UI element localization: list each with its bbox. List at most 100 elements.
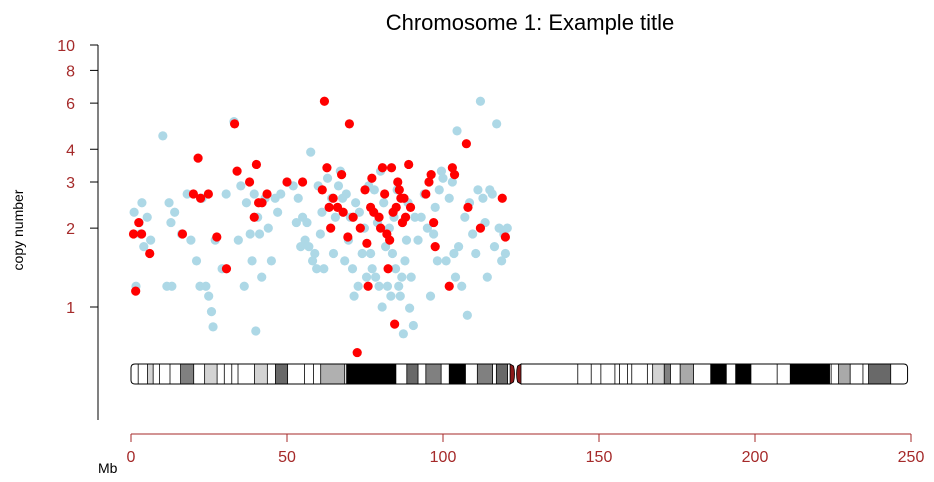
chromosome-band: [735, 364, 751, 384]
point-red: [322, 163, 332, 173]
point-light-blue: [330, 212, 340, 222]
chromosome-band: [496, 364, 508, 384]
point-light-blue: [369, 185, 379, 195]
point-light-blue: [377, 302, 387, 312]
point-red: [282, 177, 292, 187]
x-tick-label: 250: [898, 449, 925, 466]
point-light-blue: [137, 198, 147, 208]
point-light-blue: [367, 264, 377, 274]
point-red: [355, 223, 365, 233]
point-red: [229, 119, 240, 129]
point-red: [193, 153, 203, 163]
point-light-blue: [340, 256, 350, 266]
point-red: [386, 163, 397, 173]
point-red: [131, 286, 141, 296]
data-points: [128, 96, 512, 358]
point-red: [360, 185, 370, 195]
point-red: [430, 242, 440, 252]
point-light-blue: [129, 207, 139, 217]
point-light-blue: [400, 256, 410, 266]
point-light-blue: [371, 272, 381, 282]
point-red: [298, 177, 308, 187]
point-red: [377, 163, 388, 173]
point-light-blue: [306, 147, 316, 157]
point-red: [391, 202, 401, 212]
point-light-blue: [473, 185, 483, 195]
point-red: [145, 248, 155, 259]
point-light-blue: [204, 291, 214, 301]
point-light-blue: [387, 248, 398, 259]
point-red: [463, 202, 473, 212]
point-light-blue: [379, 198, 389, 208]
centromere-left: [509, 363, 515, 385]
point-light-blue: [170, 207, 180, 217]
y-tick-label: 10: [57, 38, 75, 55]
point-light-blue: [390, 264, 401, 274]
point-red: [188, 189, 198, 199]
point-red: [399, 193, 409, 203]
point-red: [195, 193, 206, 203]
point-light-blue: [317, 207, 327, 217]
point-red: [232, 166, 242, 176]
chromosome-p-arm-outline: [130, 363, 511, 385]
y-tick-label: 8: [66, 63, 75, 80]
chromosome-band: [346, 364, 396, 384]
point-light-blue: [434, 185, 444, 195]
point-red: [251, 159, 262, 170]
centromere-right: [516, 363, 522, 385]
point-light-blue: [416, 212, 426, 222]
point-red: [461, 139, 471, 149]
point-light-blue: [236, 181, 246, 191]
chromosome-band: [710, 364, 727, 384]
point-light-blue: [386, 291, 396, 301]
point-red: [376, 223, 386, 233]
point-light-blue: [310, 248, 320, 259]
point-light-blue: [405, 303, 415, 313]
point-red: [326, 223, 336, 233]
point-red: [363, 281, 373, 291]
point-red: [221, 264, 232, 274]
point-light-blue: [422, 223, 432, 233]
point-light-blue: [351, 198, 361, 208]
point-red: [328, 193, 338, 203]
y-tick-label: 4: [66, 142, 75, 159]
chromosome-band: [275, 364, 288, 384]
point-red: [497, 193, 507, 203]
point-light-blue: [441, 256, 451, 266]
point-light-blue: [432, 256, 442, 266]
point-red: [500, 232, 510, 242]
point-light-blue: [497, 256, 507, 266]
chromosome-band: [406, 364, 419, 384]
point-light-blue: [374, 281, 384, 291]
point-light-blue: [186, 235, 196, 245]
point-light-blue: [450, 272, 461, 282]
point-light-blue: [191, 256, 202, 266]
point-light-blue: [328, 248, 339, 259]
point-light-blue: [413, 235, 423, 245]
point-light-blue: [408, 320, 418, 331]
point-red: [404, 159, 414, 170]
point-light-blue: [447, 177, 457, 187]
y-tick-label: 1: [66, 300, 75, 317]
point-light-blue: [394, 281, 404, 291]
point-light-blue: [361, 272, 372, 282]
point-red: [421, 189, 431, 199]
point-light-blue: [341, 189, 351, 199]
point-light-blue: [489, 242, 500, 252]
point-light-blue: [302, 217, 312, 228]
point-light-blue: [462, 310, 472, 320]
point-red: [337, 170, 347, 180]
chromosome-band: [320, 364, 345, 384]
point-light-blue: [436, 166, 447, 176]
point-light-blue: [406, 272, 416, 282]
point-red: [338, 207, 348, 217]
point-red: [177, 229, 188, 239]
point-light-blue: [312, 264, 322, 274]
point-light-blue: [304, 242, 314, 252]
point-light-blue: [478, 193, 488, 203]
point-light-blue: [166, 217, 176, 228]
x-tick-label: 0: [127, 449, 136, 466]
point-light-blue: [206, 307, 217, 317]
point-light-blue: [449, 248, 459, 259]
chromosome-band: [799, 364, 830, 384]
